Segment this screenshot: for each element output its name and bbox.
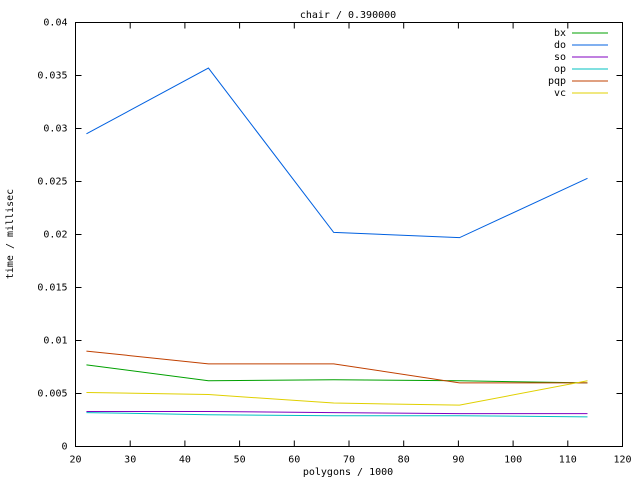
y-tick-label: 0.02 [43,230,67,241]
legend-label: op [554,64,566,75]
chart-title: chair / 0.390000 [300,10,396,21]
x-tick-label: 20 [69,455,81,466]
x-tick-label: 60 [288,455,300,466]
series-line [86,380,588,406]
x-tick-label: 30 [124,455,136,466]
x-tick-label: 50 [234,455,246,466]
y-tick-label: 0 [61,442,67,453]
series-line [86,364,588,384]
x-tick-label: 80 [398,455,410,466]
y-tick-label: 0.005 [37,389,67,400]
y-tick-label: 0.01 [43,336,67,347]
y-tick-label: 0.025 [37,177,67,188]
y-axis-label: time / millisec [5,189,16,279]
legend-label: bx [554,28,566,39]
legend-label: vc [554,88,566,99]
x-tick-label: 120 [613,455,631,466]
series-line [86,412,588,418]
series-line [86,67,588,239]
y-tick-label: 0.035 [37,71,67,82]
y-tick-label: 0.04 [43,18,67,29]
y-tick-label: 0.015 [37,283,67,294]
legend-label: do [554,40,566,51]
series-line [86,350,588,384]
x-tick-label: 110 [559,455,577,466]
x-tick-label: 100 [504,455,522,466]
x-tick-label: 70 [343,455,355,466]
x-tick-label: 90 [452,455,464,466]
legend-label: pqp [548,76,566,87]
x-tick-label: 40 [179,455,191,466]
y-tick-label: 0.03 [43,124,67,135]
x-axis-label: polygons / 1000 [303,467,393,478]
series-line [86,411,588,415]
legend-label: so [554,52,566,63]
